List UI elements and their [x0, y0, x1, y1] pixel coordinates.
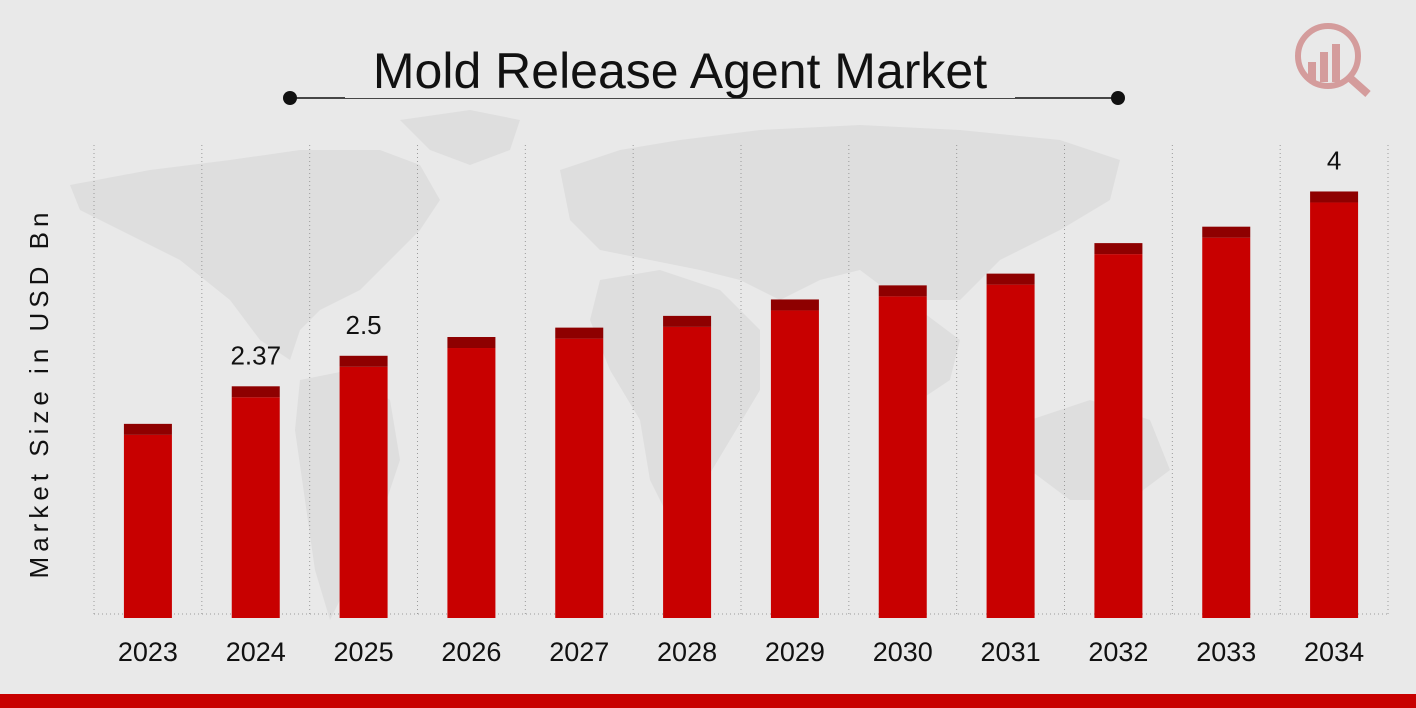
x-tick-label: 2023: [118, 637, 178, 667]
bar-body: [878, 296, 927, 618]
x-tick-label: 2030: [873, 637, 933, 667]
x-tick-label: 2034: [1304, 637, 1364, 667]
title-underline-right-dot: [1111, 91, 1125, 105]
bar-2024: [231, 386, 280, 618]
bar-cap: [1202, 226, 1251, 238]
x-tick-label: 2029: [765, 637, 825, 667]
x-tick-labels: 2023 2024 2025 2026 2027 2028 2029 2030 2031 2032…: [118, 637, 1364, 667]
chart-title: Mold Release Agent Market: [373, 43, 987, 99]
bar-body: [1310, 202, 1359, 618]
bar-cap: [231, 386, 280, 398]
bar-body: [663, 326, 712, 618]
x-tick-label: 2027: [549, 637, 609, 667]
bar-cap: [986, 273, 1035, 285]
x-tick-label: 2026: [441, 637, 501, 667]
bar-cap: [447, 337, 496, 349]
x-tick-label: 2033: [1196, 637, 1256, 667]
data-label: 4: [1327, 145, 1341, 175]
bars: [123, 191, 1359, 618]
bar-cap: [339, 355, 388, 367]
bar-2023: [123, 423, 172, 618]
bar-body: [1094, 254, 1143, 618]
x-tick-label: 2031: [981, 637, 1041, 667]
bar-cap: [1094, 243, 1143, 255]
bar-2031: [986, 273, 1035, 618]
bar-body: [986, 284, 1035, 618]
bar-body: [1202, 237, 1251, 618]
bar-2028: [663, 315, 712, 618]
bar-2027: [555, 327, 604, 618]
bar-body: [447, 348, 496, 618]
bar-cap: [555, 327, 604, 339]
data-label: 2.37: [230, 340, 281, 370]
research-logo-icon: [1295, 23, 1371, 97]
bar-cap: [123, 423, 172, 435]
bar-2029: [770, 299, 819, 618]
y-axis-label: Market Size in USD Bn: [24, 208, 54, 579]
bar-2030: [878, 285, 927, 618]
bottom-accent-strip: [0, 694, 1416, 708]
x-tick-label: 2025: [334, 637, 394, 667]
bar-body: [339, 366, 388, 618]
title-underline-left-dot: [283, 91, 297, 105]
bar-2033: [1202, 226, 1251, 618]
data-labels: 2.37 2.5 4: [230, 145, 1341, 370]
bar-body: [123, 434, 172, 618]
data-label: 2.5: [346, 310, 382, 340]
x-tick-label: 2032: [1088, 637, 1148, 667]
x-tick-label: 2024: [226, 637, 286, 667]
x-tick-label: 2028: [657, 637, 717, 667]
bar-cap: [663, 315, 712, 327]
bar-2026: [447, 337, 496, 618]
bar-body: [231, 397, 280, 618]
title-backdrop: [345, 40, 1015, 98]
bar-2034: [1310, 191, 1359, 618]
bar-cap: [1310, 191, 1359, 203]
bar-2032: [1094, 243, 1143, 618]
bar-cap: [770, 299, 819, 311]
bar-body: [555, 338, 604, 618]
bar-2025: [339, 355, 388, 618]
bar-cap: [878, 285, 927, 297]
bar-body: [770, 310, 819, 618]
